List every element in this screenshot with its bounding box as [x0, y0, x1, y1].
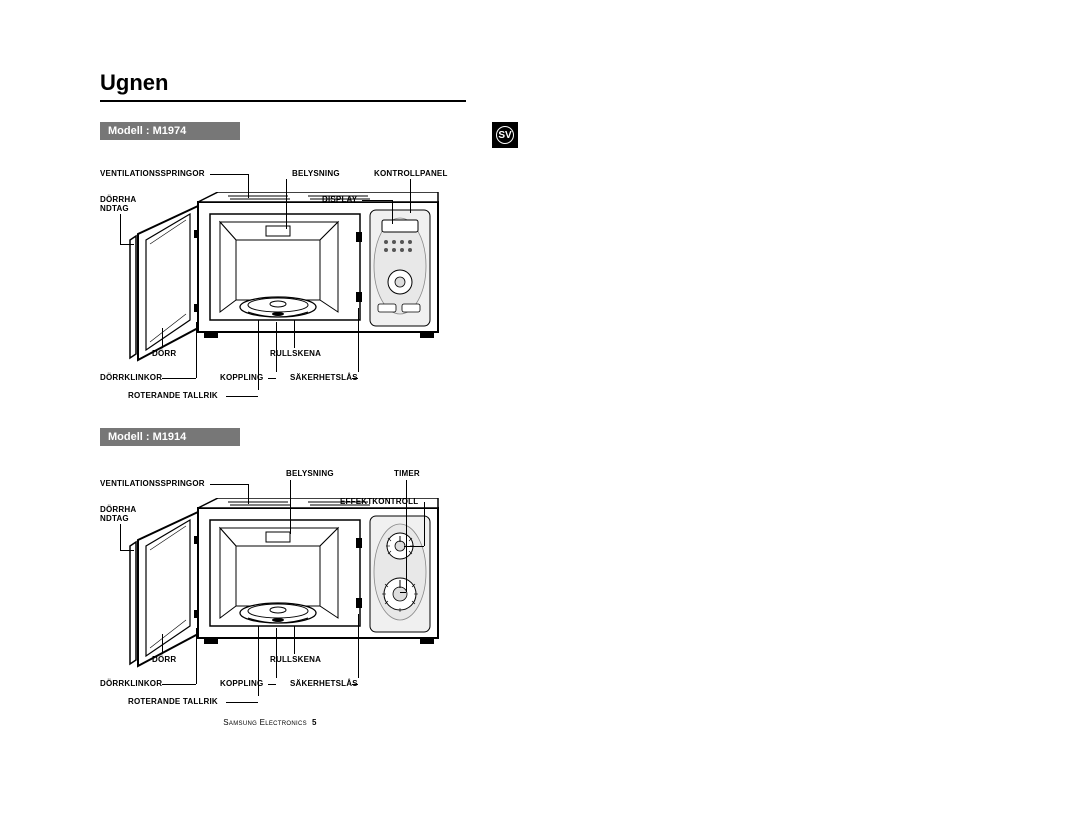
label-b-koppling: KOPPLING	[220, 680, 263, 689]
label-b-roterande: ROTERANDE TALLRIK	[128, 698, 218, 707]
language-badge-text: SV	[496, 126, 514, 144]
label-b-belysning: BELYSNING	[286, 470, 334, 479]
label-kontrollpanel: KONTROLLPANEL	[374, 170, 448, 179]
diagram-m1914: VENTILATIONSSPRINGOR BELYSNING TIMER EFF…	[90, 458, 460, 718]
label-b-rullskena: RULLSKENA	[270, 656, 321, 665]
page-footer: Samsung Electronics 5	[0, 718, 540, 727]
label-b-dorrklinkor: DÖRRKLINKOR	[100, 680, 162, 689]
label-b-timer: TIMER	[394, 470, 420, 479]
microwave-illustration-b	[108, 498, 448, 668]
label-dorr: DÖRR	[152, 350, 176, 359]
label-sakerhetslas: SÄKERHETSLÅS	[290, 374, 358, 383]
label-b-effekt: EFFEKTKONTROLL	[340, 498, 418, 507]
label-b-ndtag: NDTAG	[100, 515, 129, 524]
footer-brand: Samsung Electronics	[223, 718, 307, 727]
label-belysning: BELYSNING	[292, 170, 340, 179]
label-roterande: ROTERANDE TALLRIK	[128, 392, 218, 401]
label-koppling: KOPPLING	[220, 374, 263, 383]
label-dorrklinkor: DÖRRKLINKOR	[100, 374, 162, 383]
label-display: DISPLAY	[322, 196, 357, 205]
page-title: Ugnen	[100, 70, 466, 96]
diagram-m1974: VENTILATIONSSPRINGOR DÖRRHA NDTAG BELYSN…	[90, 152, 460, 412]
label-vent: VENTILATIONSSPRINGOR	[100, 170, 205, 179]
model-bar-b: Modell : M1914	[100, 428, 240, 446]
label-b-dorr: DÖRR	[152, 656, 176, 665]
label-b-sakerhetslas: SÄKERHETSLÅS	[290, 680, 358, 689]
model-bar-a: Modell : M1974	[100, 122, 240, 140]
label-rullskena: RULLSKENA	[270, 350, 321, 359]
label-b-vent: VENTILATIONSSPRINGOR	[100, 480, 205, 489]
microwave-illustration-a	[108, 192, 448, 362]
label-ndtag: NDTAG	[100, 205, 129, 214]
language-badge: SV	[492, 122, 518, 148]
footer-page-number: 5	[312, 718, 317, 727]
